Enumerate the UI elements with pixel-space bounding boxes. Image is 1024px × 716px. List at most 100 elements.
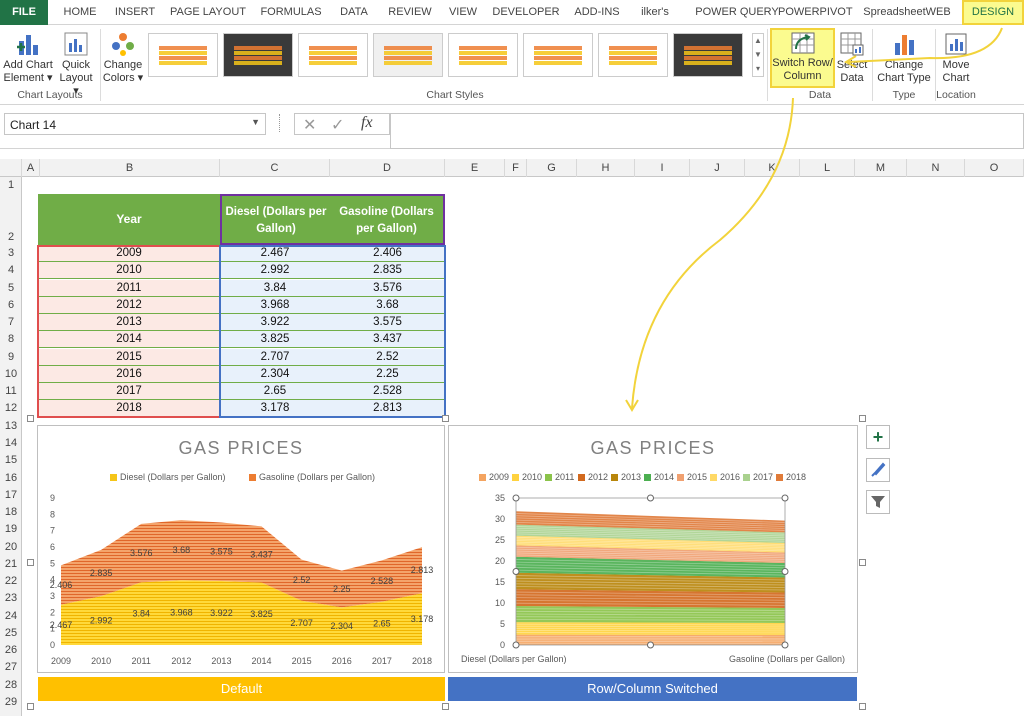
column-header-h[interactable]: H bbox=[577, 159, 635, 177]
change-colors-button[interactable]: Change Colors ▾ bbox=[102, 29, 144, 87]
row-header-29[interactable]: 29 bbox=[4, 696, 18, 709]
row-header-6[interactable]: 6 bbox=[7, 298, 15, 311]
quick-layout-button[interactable]: Quick Layout ▾ bbox=[56, 29, 96, 97]
row-header-14[interactable]: 14 bbox=[4, 436, 18, 449]
enter-icon[interactable]: ✓ bbox=[331, 117, 345, 134]
column-header-i[interactable]: I bbox=[635, 159, 690, 177]
ribbon-tab-formulas[interactable]: FORMULAS bbox=[260, 6, 322, 18]
table-header-diesel: Diesel (Dollars per Gallon) bbox=[220, 194, 330, 245]
row-header-9[interactable]: 9 bbox=[7, 350, 15, 363]
ribbon-tab-developer[interactable]: DEVELOPER bbox=[492, 6, 560, 18]
row-header-4[interactable]: 4 bbox=[7, 264, 15, 277]
ribbon-tab-powerpivot[interactable]: POWERPIVOT bbox=[778, 6, 853, 18]
row-header-17[interactable]: 17 bbox=[4, 488, 18, 501]
row-header-13[interactable]: 13 bbox=[4, 419, 18, 432]
ribbon-tab-home[interactable]: HOME bbox=[63, 6, 97, 18]
insert-function-icon[interactable]: fx bbox=[361, 114, 373, 131]
row-header-2[interactable]: 2 bbox=[7, 231, 15, 243]
select-data-button[interactable]: Select Data bbox=[836, 29, 868, 87]
ribbon-tab-add-ins[interactable]: ADD-INS bbox=[574, 6, 620, 18]
row-header-10[interactable]: 10 bbox=[4, 367, 18, 380]
chart-style-thumbnail[interactable] bbox=[298, 33, 368, 77]
chart-resize-handle[interactable] bbox=[859, 559, 866, 566]
move-chart-button[interactable]: Move Chart bbox=[937, 29, 975, 87]
row-header-25[interactable]: 25 bbox=[4, 626, 18, 639]
ribbon-tab-page-layout[interactable]: PAGE LAYOUT bbox=[169, 6, 246, 18]
row-header-26[interactable]: 26 bbox=[4, 644, 18, 657]
default-chart[interactable]: GAS PRICES 0 1 2 3 4 5 6 7 8 9 2009 2010 2011 2012 2013… bbox=[37, 425, 445, 673]
chart-style-thumbnail[interactable] bbox=[598, 33, 668, 77]
chart-filters-icon[interactable] bbox=[866, 490, 890, 514]
chart-resize-handle[interactable] bbox=[442, 703, 449, 710]
row-header-27[interactable]: 27 bbox=[4, 661, 18, 674]
column-header-e[interactable]: E bbox=[445, 159, 505, 177]
chart-elements-plus-icon[interactable]: + bbox=[866, 425, 890, 449]
chart-resize-handle[interactable] bbox=[859, 415, 866, 422]
formula-input[interactable] bbox=[390, 113, 1024, 149]
switch-row-column-button[interactable]: Switch Row/ Column bbox=[770, 28, 835, 88]
chart-style-thumbnail[interactable] bbox=[673, 33, 743, 77]
column-header-n[interactable]: N bbox=[907, 159, 965, 177]
band-hatch bbox=[515, 569, 786, 576]
row-header-15[interactable]: 15 bbox=[4, 454, 18, 467]
chart-style-thumbnail[interactable] bbox=[148, 33, 218, 77]
band-hatch bbox=[515, 541, 786, 550]
column-header-c[interactable]: C bbox=[220, 159, 330, 177]
row-header-23[interactable]: 23 bbox=[4, 592, 18, 605]
row-header-18[interactable]: 18 bbox=[4, 506, 18, 519]
ribbon-tab-spreadsheetweb[interactable]: SpreadsheetWEB bbox=[863, 6, 951, 18]
ribbon-tab-view[interactable]: VIEW bbox=[448, 6, 478, 18]
chart-style-thumbnail[interactable] bbox=[223, 33, 293, 77]
ribbon-tab-ilker-s[interactable]: ilker's bbox=[641, 6, 669, 18]
column-header-l[interactable]: L bbox=[800, 159, 855, 177]
column-header-m[interactable]: M bbox=[855, 159, 907, 177]
formula-bar-grip[interactable] bbox=[279, 114, 281, 132]
row-header-21[interactable]: 21 bbox=[4, 557, 18, 570]
column-header-b[interactable]: B bbox=[40, 159, 220, 177]
chart-resize-handle[interactable] bbox=[859, 703, 866, 710]
column-header-d[interactable]: D bbox=[330, 159, 445, 177]
chart-resize-handle[interactable] bbox=[27, 559, 34, 566]
row-header-1[interactable]: 1 bbox=[7, 179, 15, 191]
chart-style-thumbnail[interactable] bbox=[523, 33, 593, 77]
row-header-3[interactable]: 3 bbox=[7, 247, 15, 259]
table-cell-diesel: 2.304 bbox=[220, 365, 330, 383]
row-header-12[interactable]: 12 bbox=[4, 402, 18, 415]
ribbon-tab-data[interactable]: DATA bbox=[340, 6, 368, 18]
column-header-k[interactable]: K bbox=[745, 159, 800, 177]
switched-chart[interactable]: GAS PRICES 0 5 10 15 20 25 30 35 Diesel (Dollars … bbox=[448, 425, 858, 673]
ribbon-tab-power-query[interactable]: POWER QUERY bbox=[695, 6, 779, 18]
row-header-24[interactable]: 24 bbox=[4, 609, 18, 622]
row-header-19[interactable]: 19 bbox=[4, 523, 18, 536]
column-header-f[interactable]: F bbox=[505, 159, 527, 177]
row-header-11[interactable]: 11 bbox=[5, 385, 17, 398]
cancel-icon[interactable]: ✕ bbox=[303, 117, 317, 134]
ribbon-tab-insert[interactable]: INSERT bbox=[114, 6, 156, 18]
row-header-7[interactable]: 7 bbox=[7, 316, 15, 329]
row-header-5[interactable]: 5 bbox=[7, 281, 15, 294]
select-all-corner[interactable] bbox=[0, 159, 22, 177]
ribbon-tab-file[interactable]: FILE bbox=[0, 0, 48, 25]
column-header-g[interactable]: G bbox=[527, 159, 577, 177]
chart-resize-handle[interactable] bbox=[27, 703, 34, 710]
column-header-a[interactable]: A bbox=[22, 159, 40, 177]
row-header-22[interactable]: 22 bbox=[4, 575, 18, 588]
column-header-j[interactable]: J bbox=[690, 159, 745, 177]
ribbon-tab-design[interactable]: DESIGN bbox=[962, 0, 1024, 25]
row-header-28[interactable]: 28 bbox=[4, 678, 18, 691]
chart-style-thumbnail[interactable] bbox=[373, 33, 443, 77]
chart-resize-handle[interactable] bbox=[442, 415, 449, 422]
table-cell-year: 2016 bbox=[38, 365, 220, 383]
row-header-8[interactable]: 8 bbox=[7, 333, 15, 346]
chart-styles-brush-icon[interactable] bbox=[866, 458, 890, 482]
name-box[interactable]: Chart 14 ▼ bbox=[4, 113, 266, 135]
row-header-16[interactable]: 16 bbox=[4, 471, 18, 484]
change-chart-type-button[interactable]: Change Chart Type bbox=[874, 29, 934, 87]
name-box-dropdown-icon[interactable]: ▼ bbox=[251, 117, 260, 127]
ribbon-tab-review[interactable]: REVIEW bbox=[388, 6, 432, 18]
add-chart-element-button[interactable]: Add Chart Element ▾ bbox=[2, 29, 54, 87]
gallery-scroll[interactable]: ▲ ▼ ▾ bbox=[752, 33, 764, 77]
row-header-20[interactable]: 20 bbox=[4, 540, 18, 553]
chart-resize-handle[interactable] bbox=[27, 415, 34, 422]
chart-style-thumbnail[interactable] bbox=[448, 33, 518, 77]
